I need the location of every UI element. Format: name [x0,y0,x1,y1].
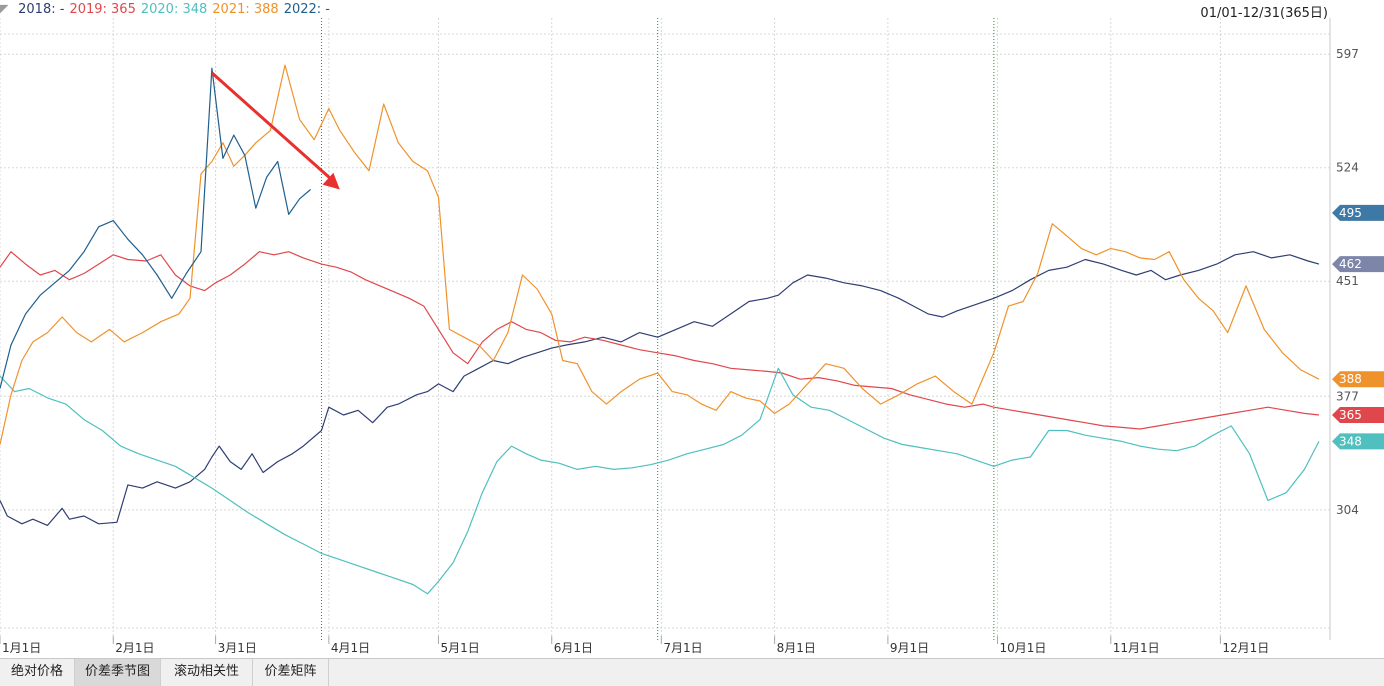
x-tick-label: 5月1日 [440,641,479,655]
x-tick-label: 7月1日 [663,641,702,655]
legend-item[interactable]: 2019: 365 [69,2,136,17]
y-tick-label: 377 [1336,389,1359,403]
value-marker [1332,371,1384,388]
x-tick-label: 9月1日 [890,641,929,655]
x-tick-label: 12月1日 [1222,641,1269,655]
x-tick-label: 4月1日 [331,641,370,655]
tab-spread-matrix[interactable]: 价差矩阵 [253,659,329,686]
seasonal-spread-chart[interactable]: 597 524 451 377 304 495 462 388 365 348 1月1日 2月1日 3月… [0,0,1384,658]
legend-item[interactable]: 2022: - [283,2,330,17]
x-tick-label: 10月1日 [1000,641,1047,655]
value-marker [1332,204,1384,221]
series-line-2018[interactable] [0,251,1320,526]
value-marker [1332,406,1384,423]
x-tick-label: 11月1日 [1113,641,1160,655]
value-marker-label: 348 [1339,434,1362,448]
series-line-2019[interactable] [0,251,1320,430]
series-line-2020[interactable] [0,367,1320,595]
value-marker [1332,433,1384,450]
y-tick-label: 451 [1336,274,1359,288]
bottom-tab-bar: 绝对价格 价差季节图 滚动相关性 价差矩阵 [0,658,1384,686]
y-tick-label: 597 [1336,47,1359,61]
value-marker [1332,256,1384,273]
legend-item[interactable]: 2021: 388 [212,2,279,17]
value-marker-label: 365 [1339,408,1362,422]
x-tick-label: 2月1日 [115,641,154,655]
legend-bar: ◤ 2018: - 2019: 365 2020: 348 2021: 388 2022… [0,2,335,18]
x-tick-label: 3月1日 [218,641,257,655]
tab-spread-seasonal[interactable]: 价差季节图 [75,659,161,686]
tab-rolling-correlation[interactable]: 滚动相关性 [161,659,253,686]
series-line-2022[interactable] [0,67,311,389]
x-tick-label: 6月1日 [554,641,593,655]
legend-items: 2018: - 2019: 365 2020: 348 2021: 388 2022: … [18,2,335,17]
legend-item[interactable]: 2020: 348 [140,2,208,17]
value-marker-label: 462 [1339,257,1362,271]
legend-item[interactable]: 2018: - [18,2,65,17]
series-line-2021[interactable] [0,64,1320,445]
y-tick-label: 524 [1336,161,1359,175]
tab-absolute-price[interactable]: 绝对价格 [0,659,75,686]
value-marker-label: 495 [1339,206,1362,220]
arrow-annotation [210,71,335,183]
y-tick-label: 304 [1336,503,1359,517]
x-tick-label: 1月1日 [2,641,41,655]
date-range-label: 01/01-12/31(365日) [1200,6,1328,21]
x-tick-label: 8月1日 [777,641,816,655]
arrow-head [322,172,340,190]
resize-corner-icon[interactable]: ◤ [0,2,9,15]
value-marker-label: 388 [1339,372,1362,386]
